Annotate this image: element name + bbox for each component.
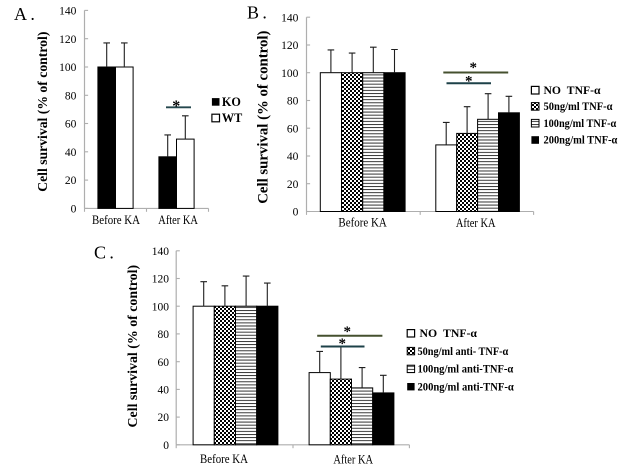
svg-text:140: 140 [59,6,77,18]
svg-text:60: 60 [287,123,299,135]
svg-text:40: 40 [287,151,299,163]
svg-text:120: 120 [152,274,170,286]
svg-text:*: * [469,60,477,76]
svg-text:20: 20 [158,412,170,424]
svg-text:40: 40 [65,147,77,159]
svg-text:60: 60 [65,119,77,131]
svg-text:After KA: After KA [333,452,373,466]
svg-text:200ng/ml TNF-α: 200ng/ml TNF-α [544,133,618,147]
svg-text:WT: WT [222,111,242,125]
svg-text:40: 40 [158,385,170,397]
svg-text:50ng/ml TNF-α: 50ng/ml TNF-α [544,99,613,113]
svg-text:140: 140 [152,246,170,258]
svg-text:*: * [339,336,347,352]
svg-text:80: 80 [287,96,299,108]
svg-text:0: 0 [163,440,169,452]
svg-text:60: 60 [158,357,170,369]
svg-text:Before KA: Before KA [92,213,140,227]
svg-text:100: 100 [281,68,299,80]
svg-text:80: 80 [65,90,77,102]
svg-text:100ng/ml anti-TNF-α: 100ng/ml anti-TNF-α [418,362,514,376]
svg-text:NO TNF-α: NO TNF-α [420,326,478,340]
svg-text:Cell survival (% of control): Cell survival (% of control) [255,31,271,204]
svg-text:After KA: After KA [456,216,496,230]
svg-text:100ng/ml TNF-α: 100ng/ml TNF-α [544,116,617,130]
svg-text:KO: KO [222,95,241,109]
svg-text:140: 140 [281,12,299,24]
svg-text:A.: A. [14,4,38,24]
svg-text:100: 100 [152,301,170,313]
svg-text:100: 100 [59,62,77,74]
svg-text:*: * [172,98,180,115]
svg-text:80: 80 [158,329,170,341]
svg-text:120: 120 [281,40,299,52]
svg-text:0: 0 [71,204,77,216]
svg-text:Cell survival (% of control): Cell survival (% of control) [35,32,51,192]
svg-text:Before KA: Before KA [200,452,248,466]
svg-text:Before KA: Before KA [338,216,387,230]
svg-text:50ng/ml anti- TNF-α: 50ng/ml anti- TNF-α [418,344,509,358]
svg-text:200ng/ml anti-TNF-α: 200ng/ml anti-TNF-α [418,379,515,393]
svg-text:*: * [344,324,352,340]
svg-text:Cell survival (% of control): Cell survival (% of control) [126,265,141,428]
svg-text:20: 20 [287,179,299,191]
svg-text:After KA: After KA [158,213,198,227]
svg-text:*: * [465,73,473,89]
svg-text:0: 0 [293,207,299,219]
svg-text:20: 20 [65,175,77,187]
svg-text:B.: B. [247,3,270,23]
svg-text:NO TNF-α: NO TNF-α [544,83,601,97]
svg-text:C.: C. [94,243,117,263]
svg-text:120: 120 [59,34,77,46]
